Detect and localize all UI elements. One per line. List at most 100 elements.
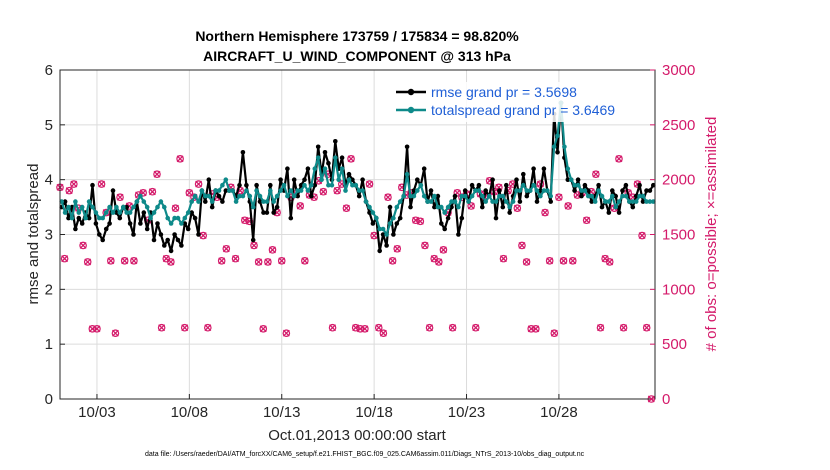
left-tick-label: 1 — [45, 336, 53, 353]
totalspread-point — [271, 199, 277, 204]
totalspread-point — [545, 188, 550, 193]
totalspread-point — [213, 188, 218, 193]
totalspread-point — [312, 166, 318, 171]
totalspread-point — [192, 193, 198, 199]
rmse-point — [315, 144, 321, 150]
totalspread-point — [278, 188, 283, 193]
rmse-point — [531, 166, 536, 171]
obs-assimilated-marker — [319, 188, 327, 196]
totalspread-point — [589, 193, 594, 199]
x-tick-label: 10/03 — [78, 404, 116, 421]
rmse-point — [175, 237, 181, 243]
totalspread-point — [377, 226, 383, 232]
rmse-point — [79, 221, 85, 226]
obs-possible-marker — [231, 254, 240, 263]
rmse-point — [541, 166, 547, 171]
left-tick-label: 4 — [45, 172, 53, 189]
rmse-point — [524, 193, 530, 199]
obs-possible-marker — [559, 257, 568, 265]
rmse-point — [172, 232, 177, 237]
totalspread-point — [380, 226, 386, 232]
obs-possible-marker — [157, 323, 166, 332]
series-lines — [59, 100, 656, 254]
rmse-point — [613, 193, 618, 199]
rmse-point — [387, 204, 393, 210]
obs-assimilated-marker — [111, 329, 119, 337]
rmse-point — [589, 199, 594, 204]
obs-assimilated-marker — [546, 257, 554, 265]
totalspread-point — [346, 177, 352, 182]
totalspread-point — [486, 193, 492, 199]
totalspread-point — [62, 210, 68, 215]
totalspread-point — [319, 177, 324, 182]
totalspread-point — [162, 204, 167, 210]
totalspread-point — [415, 188, 420, 193]
obs-possible-marker — [70, 180, 78, 188]
obs-assimilated-marker — [638, 232, 646, 240]
totalspread-point — [302, 182, 307, 188]
totalspread-point — [326, 182, 331, 188]
totalspread-point — [586, 193, 591, 199]
obs-possible-marker — [564, 202, 572, 210]
rmse-point — [476, 182, 482, 188]
totalspread-point — [360, 188, 365, 193]
totalspread-point — [445, 204, 451, 210]
totalspread-point — [473, 188, 478, 193]
totalspread-point — [613, 204, 618, 210]
obs-possible-marker — [268, 246, 277, 254]
totalspread-point — [647, 199, 653, 204]
rmse-point — [606, 210, 612, 215]
totalspread-point — [490, 199, 495, 204]
totalspread-point — [630, 199, 636, 204]
x-tick-label: 10/18 — [355, 404, 393, 421]
rmse-point — [322, 150, 328, 155]
x-tick-label: 10/28 — [540, 404, 578, 421]
rmse-point — [572, 188, 577, 193]
totalspread-point — [565, 166, 571, 171]
obs-assimilated-marker — [282, 329, 290, 337]
rmse-point — [356, 193, 362, 199]
obs-possible-marker — [319, 187, 328, 196]
totalspread-point — [384, 232, 389, 237]
rmse-point — [90, 182, 95, 188]
obs-possible-marker — [130, 257, 138, 265]
rmse-point — [445, 215, 451, 221]
rmse-point — [144, 226, 150, 232]
totalspread-point — [387, 221, 393, 226]
rmse-point — [620, 188, 625, 193]
obs-assimilated-marker — [393, 245, 401, 253]
totalspread-point — [599, 193, 605, 199]
rmse-point — [216, 193, 222, 199]
totalspread-point — [244, 188, 249, 193]
obs-possible-marker — [615, 155, 623, 163]
obs-possible-marker — [384, 193, 392, 202]
rmse-point — [97, 232, 102, 237]
left-tick-label: 0 — [45, 391, 53, 408]
totalspread-point — [521, 182, 526, 188]
rmse-point — [261, 210, 266, 215]
obs-assimilated-marker — [107, 257, 115, 265]
obs-assimilated-marker — [532, 325, 540, 333]
totalspread-point — [73, 199, 78, 204]
rmse-point — [138, 221, 143, 226]
x-tick-label: 10/08 — [171, 404, 209, 421]
obs-possible-marker — [222, 244, 231, 253]
obs-possible-marker — [555, 193, 563, 202]
totalspread-point — [127, 210, 133, 215]
totalspread-point — [281, 182, 287, 188]
rmse-point — [586, 188, 591, 193]
obs-assimilated-marker — [560, 257, 567, 265]
rmse-point — [131, 232, 136, 237]
grid — [60, 69, 655, 400]
totalspread-point — [141, 199, 147, 204]
totalspread-point — [534, 188, 540, 193]
obs-possible-marker — [439, 246, 448, 254]
totalspread-point — [138, 193, 143, 199]
totalspread-point — [295, 188, 301, 193]
rmse-point — [162, 243, 167, 248]
totalspread-point — [452, 199, 458, 204]
obs-possible-marker — [194, 180, 203, 188]
totalspread-point — [421, 193, 427, 199]
totalspread-point — [305, 188, 311, 193]
totalspread-point — [322, 166, 328, 171]
